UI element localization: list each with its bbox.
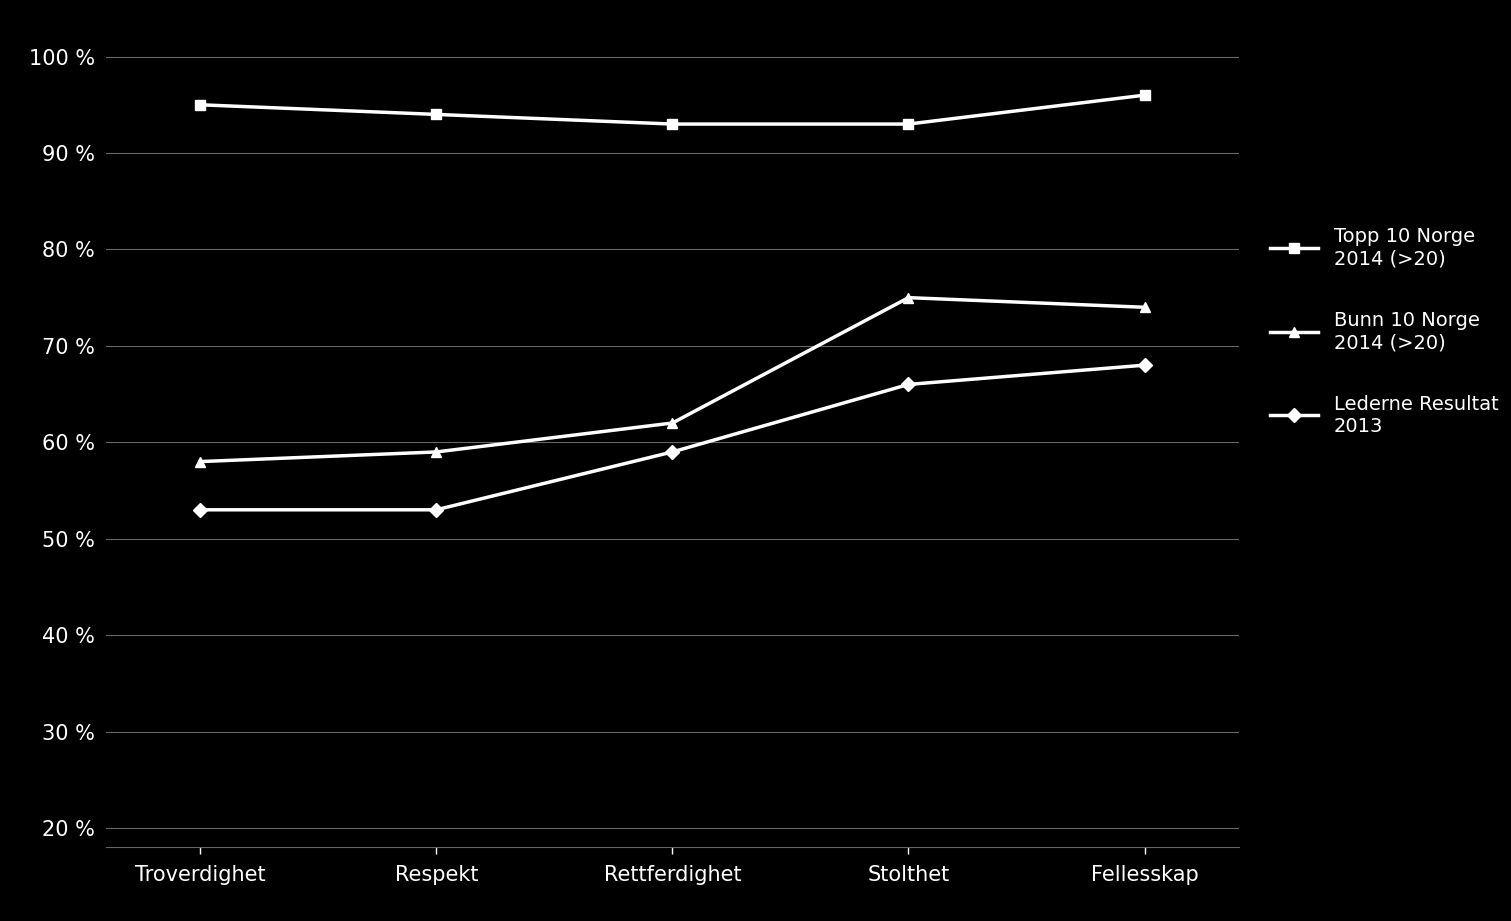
Bunn 10 Norge
2014 (>20): [428, 447, 446, 458]
Topp 10 Norge
2014 (>20): [428, 109, 446, 120]
Legend: Topp 10 Norge
2014 (>20), Bunn 10 Norge
2014 (>20), Lederne Resultat
2013: Topp 10 Norge 2014 (>20), Bunn 10 Norge …: [1260, 217, 1508, 446]
Lederne Resultat
2013: [190, 505, 209, 516]
Line: Lederne Resultat
2013: Lederne Resultat 2013: [195, 360, 1150, 515]
Topp 10 Norge
2014 (>20): [190, 99, 209, 111]
Lederne Resultat
2013: [663, 447, 681, 458]
Lederne Resultat
2013: [428, 505, 446, 516]
Topp 10 Norge
2014 (>20): [899, 119, 917, 130]
Bunn 10 Norge
2014 (>20): [899, 292, 917, 303]
Topp 10 Norge
2014 (>20): [663, 119, 681, 130]
Topp 10 Norge
2014 (>20): [1136, 89, 1154, 100]
Bunn 10 Norge
2014 (>20): [190, 456, 209, 467]
Lederne Resultat
2013: [899, 379, 917, 390]
Lederne Resultat
2013: [1136, 359, 1154, 370]
Line: Bunn 10 Norge
2014 (>20): Bunn 10 Norge 2014 (>20): [195, 293, 1150, 466]
Bunn 10 Norge
2014 (>20): [1136, 302, 1154, 313]
Line: Topp 10 Norge
2014 (>20): Topp 10 Norge 2014 (>20): [195, 90, 1150, 129]
Bunn 10 Norge
2014 (>20): [663, 417, 681, 428]
